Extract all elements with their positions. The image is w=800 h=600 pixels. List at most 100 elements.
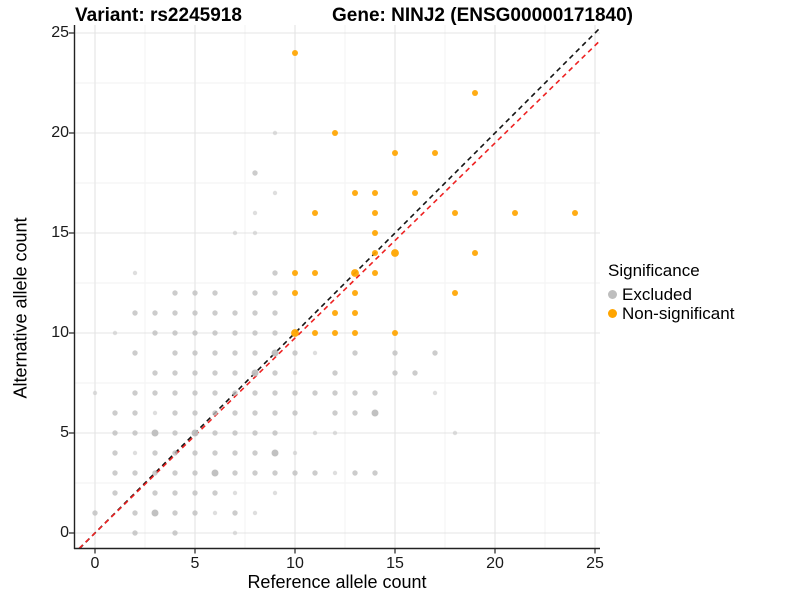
data-point-excluded xyxy=(192,470,198,476)
data-point-excluded xyxy=(332,410,338,416)
data-point-excluded xyxy=(332,370,338,376)
data-point-excluded xyxy=(232,410,238,416)
data-point-excluded xyxy=(172,410,178,416)
data-point-nonsignificant xyxy=(332,130,338,136)
data-point-excluded xyxy=(151,509,159,517)
data-point-excluded xyxy=(132,430,138,436)
data-point-excluded xyxy=(252,410,258,416)
data-point-excluded xyxy=(192,370,198,376)
variant-title: Variant: rs2245918 xyxy=(75,5,242,26)
data-point-excluded xyxy=(132,310,138,316)
data-point-excluded xyxy=(172,390,178,396)
data-point-nonsignificant xyxy=(452,290,458,296)
data-point-excluded xyxy=(272,310,278,316)
data-point-excluded xyxy=(232,390,238,396)
data-point-excluded xyxy=(212,330,218,336)
data-point-nonsignificant xyxy=(352,310,358,316)
legend-title: Significance xyxy=(608,261,700,280)
data-point-nonsignificant xyxy=(332,330,338,336)
data-point-excluded xyxy=(152,470,158,476)
legend-item: Non-significant xyxy=(608,304,734,323)
data-point-excluded xyxy=(152,490,158,496)
data-point-excluded xyxy=(292,350,298,356)
y-tick-label: 5 xyxy=(60,424,69,441)
data-point-nonsignificant xyxy=(372,210,378,216)
data-point-excluded xyxy=(212,290,218,296)
data-point-excluded xyxy=(312,350,318,356)
data-point-excluded xyxy=(132,390,138,396)
data-point-excluded xyxy=(152,330,158,336)
data-point-excluded xyxy=(252,210,258,216)
data-point-excluded xyxy=(292,470,298,476)
data-point-excluded xyxy=(252,170,258,176)
data-point-nonsignificant xyxy=(351,269,359,277)
data-point-excluded xyxy=(112,410,118,416)
data-point-excluded xyxy=(352,410,358,416)
data-point-nonsignificant xyxy=(291,329,299,337)
data-point-excluded xyxy=(252,350,258,356)
data-point-excluded xyxy=(172,430,178,436)
data-point-excluded xyxy=(232,350,238,356)
data-point-excluded xyxy=(292,370,298,376)
y-tick-label: 0 xyxy=(60,524,69,541)
data-point-excluded xyxy=(252,310,258,316)
data-point-nonsignificant xyxy=(292,270,298,276)
data-point-excluded xyxy=(352,470,358,476)
data-point-excluded xyxy=(332,470,338,476)
data-point-excluded xyxy=(192,450,198,456)
data-point-excluded xyxy=(192,510,198,516)
data-point-nonsignificant xyxy=(312,270,318,276)
data-point-nonsignificant xyxy=(372,230,378,236)
data-point-excluded xyxy=(232,530,238,536)
data-point-excluded xyxy=(212,450,218,456)
data-point-excluded xyxy=(92,390,98,396)
data-point-excluded xyxy=(192,350,198,356)
data-point-nonsignificant xyxy=(472,250,478,256)
data-point-excluded xyxy=(132,530,138,536)
data-point-excluded xyxy=(272,330,278,336)
data-point-excluded xyxy=(152,390,158,396)
data-point-excluded xyxy=(272,430,278,436)
data-point-excluded xyxy=(192,390,198,396)
data-point-excluded xyxy=(191,429,199,437)
data-point-nonsignificant xyxy=(292,50,298,56)
data-point-excluded xyxy=(151,429,159,437)
data-point-excluded xyxy=(152,410,158,416)
data-point-excluded xyxy=(452,430,458,436)
data-point-excluded xyxy=(392,370,398,376)
data-point-excluded xyxy=(212,510,218,516)
data-point-excluded xyxy=(372,390,378,396)
data-point-excluded xyxy=(272,130,278,136)
data-point-excluded xyxy=(292,410,298,416)
data-point-excluded xyxy=(371,409,379,417)
data-point-excluded xyxy=(272,190,278,196)
data-point-nonsignificant xyxy=(452,210,458,216)
data-point-excluded xyxy=(192,290,198,296)
data-point-excluded xyxy=(212,310,218,316)
data-point-excluded xyxy=(172,350,178,356)
data-point-excluded xyxy=(172,290,178,296)
data-point-excluded xyxy=(232,430,238,436)
data-point-excluded xyxy=(432,390,438,396)
data-point-excluded xyxy=(112,330,118,336)
data-point-nonsignificant xyxy=(372,190,378,196)
data-point-excluded xyxy=(352,390,358,396)
data-point-nonsignificant xyxy=(352,290,358,296)
data-point-nonsignificant xyxy=(352,330,358,336)
data-point-nonsignificant xyxy=(392,330,398,336)
data-point-excluded xyxy=(132,270,138,276)
data-point-excluded xyxy=(172,310,178,316)
data-point-excluded xyxy=(251,369,259,377)
data-point-excluded xyxy=(172,330,178,336)
data-point-excluded xyxy=(412,370,418,376)
data-point-excluded xyxy=(292,450,298,456)
data-point-excluded xyxy=(252,430,258,436)
data-point-excluded xyxy=(172,530,178,536)
data-point-excluded xyxy=(132,450,138,456)
data-point-excluded xyxy=(232,310,238,316)
data-point-excluded xyxy=(272,390,278,396)
data-point-excluded xyxy=(252,290,258,296)
data-point-excluded xyxy=(332,390,338,396)
data-point-excluded xyxy=(271,349,279,357)
